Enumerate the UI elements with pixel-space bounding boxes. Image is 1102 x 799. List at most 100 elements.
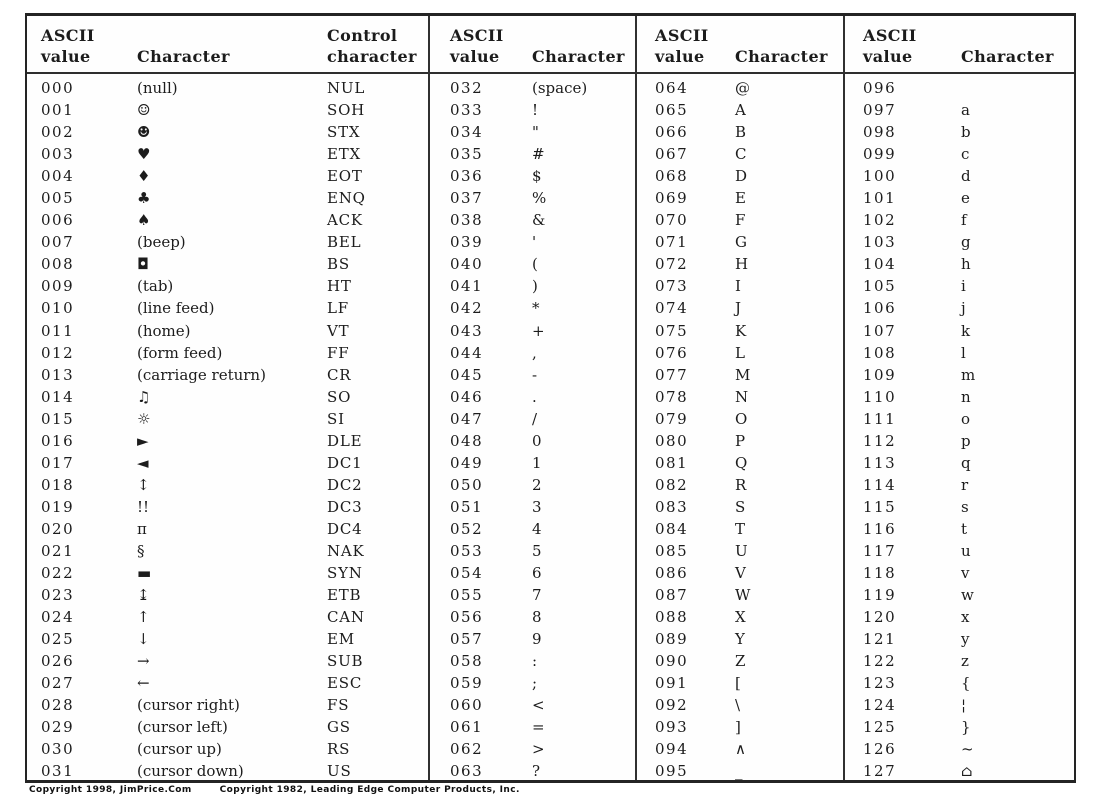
table-row: 125} — [845, 717, 1074, 739]
character-cell: ♦ — [137, 167, 151, 186]
character-cell: 0 — [532, 431, 542, 450]
character-cell: k — [961, 321, 971, 340]
character-cell: ' — [532, 233, 537, 252]
character-cell: = — [532, 718, 545, 737]
table-row: 029 (cursor left) GS — [27, 717, 428, 739]
character-cell: R — [735, 475, 747, 494]
ascii-value-cell: 108 — [863, 343, 897, 362]
ascii-value-cell: 123 — [863, 674, 897, 693]
character-cell: I — [735, 277, 741, 296]
ascii-value-cell: 086 — [655, 564, 689, 583]
table-row: 089 Y — [637, 629, 843, 651]
character-cell: d — [961, 167, 971, 186]
character-cell: (form feed) — [137, 343, 223, 362]
control-char-cell: SUB — [327, 652, 364, 671]
control-character-header: Control character — [327, 26, 417, 66]
table-row: 079 O — [637, 409, 843, 431]
control-char-cell: RS — [327, 740, 351, 759]
table-row: 035 # — [430, 144, 635, 166]
table-row: 056 8 — [430, 607, 635, 629]
table-row: 124 ¦ — [845, 695, 1074, 717]
ascii-value-cell: 062 — [450, 740, 484, 759]
character-cell: E — [735, 189, 746, 208]
character-cell: ~ — [961, 740, 974, 759]
table-row: 126 ~ — [845, 739, 1074, 761]
table-row: 072 H — [637, 254, 843, 276]
character-cell: ¦ — [961, 696, 967, 715]
table-row: 045 - — [430, 365, 635, 387]
table-row: 009 (tab) HT — [27, 276, 428, 298]
character-cell: (beep) — [137, 233, 186, 252]
character-cell: ↓ — [137, 630, 150, 649]
character-cell: C — [735, 145, 747, 164]
ascii-value-cell: 021 — [41, 541, 75, 560]
ascii-value-header: ASCII value — [863, 26, 917, 66]
table-row: 105 i — [845, 276, 1074, 298]
ascii-value-cell: 094 — [655, 740, 689, 759]
ascii-value-cell: 041 — [450, 277, 484, 296]
ascii-value-cell: 026 — [41, 652, 75, 671]
table-row: 082 R — [637, 475, 843, 497]
table-row: 020 π DC4 — [27, 519, 428, 541]
character-cell: (cursor down) — [137, 762, 244, 781]
character-cell: ; — [532, 674, 538, 693]
table-row: 104 h — [845, 254, 1074, 276]
table-row: 032 (space) — [430, 78, 635, 100]
control-char-cell: VT — [327, 321, 350, 340]
character-cell: G — [735, 233, 747, 252]
ascii-value-cell: 065 — [655, 101, 689, 120]
table-row: 036 $ — [430, 166, 635, 188]
character-cell: m — [961, 365, 976, 384]
character-cell: 4 — [532, 519, 542, 538]
ascii-value-cell: 088 — [655, 608, 689, 627]
ascii-value-cell: 058 — [450, 652, 484, 671]
table-row: 030 (cursor up) RS — [27, 739, 428, 761]
table-row: 050 2 — [430, 475, 635, 497]
column-header-row: ASCII value Character — [845, 16, 1074, 74]
table-row: 038 & — [430, 210, 635, 232]
ascii-value-cell: 122 — [863, 652, 897, 671]
character-header: Character — [961, 47, 1054, 66]
character-cell: 9 — [532, 630, 542, 649]
character-cell: ( — [532, 255, 538, 274]
table-row: 085 U — [637, 541, 843, 563]
table-row: 106 j — [845, 298, 1074, 320]
ascii-value-cell: 012 — [41, 343, 75, 362]
table-row: 074 J — [637, 298, 843, 320]
table-row: 007 (beep) BEL — [27, 232, 428, 254]
table-row: 086 V — [637, 563, 843, 585]
table-row: 048 0 — [430, 431, 635, 453]
table-row: 014 ♫ SO — [27, 387, 428, 409]
table-row: 078 N — [637, 387, 843, 409]
table-row: 120 x — [845, 607, 1074, 629]
character-cell: ▬ — [137, 564, 152, 583]
table-row: 080 P — [637, 431, 843, 453]
character-cell: ► — [137, 431, 149, 450]
ascii-value-cell: 014 — [41, 387, 75, 406]
table-row: 043 + — [430, 321, 635, 343]
table-row: 116 t — [845, 519, 1074, 541]
table-row: 042 * — [430, 298, 635, 320]
character-cell: W — [735, 586, 751, 605]
ascii-value-cell: 089 — [655, 630, 689, 649]
character-cell: ☺ — [137, 101, 151, 120]
ascii-value-cell: 115 — [863, 497, 897, 516]
ascii-value-cell: 025 — [41, 630, 75, 649]
table-row: 094 ∧ — [637, 739, 843, 761]
table-row: 093] — [637, 717, 843, 739]
ascii-value-cell: 093 — [655, 718, 689, 737]
table-row: 026 → SUB — [27, 651, 428, 673]
character-cell: (tab) — [137, 277, 174, 296]
character-cell: v — [961, 564, 970, 583]
table-row: 075 K — [637, 321, 843, 343]
copyright-jimprice: Copyright 1998, JimPrice.Com — [29, 785, 192, 795]
table-row: 087 W — [637, 585, 843, 607]
character-cell: L — [735, 343, 745, 362]
table-row: 067 C — [637, 144, 843, 166]
ascii-value-cell: 023 — [41, 586, 75, 605]
character-cell: ♥ — [137, 145, 151, 164]
table-row: 127 ⌂ — [845, 761, 1074, 783]
table-row: 013 (carriage return) CR — [27, 365, 428, 387]
character-cell: g — [961, 233, 971, 252]
control-char-cell: FS — [327, 696, 350, 715]
